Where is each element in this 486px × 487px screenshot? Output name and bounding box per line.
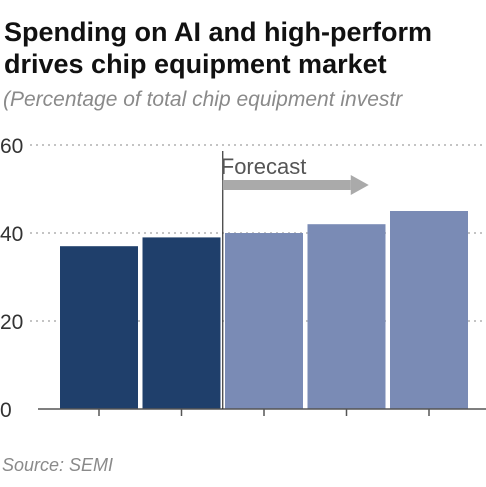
y-tick-label-40: 40 <box>0 223 23 246</box>
bar-1 <box>142 237 221 409</box>
source-note: Source: SEMI <box>2 455 114 475</box>
y-tick-label-60: 60 <box>0 135 23 158</box>
bar-2 <box>225 233 303 409</box>
bar-3 <box>307 224 386 409</box>
forecast-label: Forecast <box>221 154 307 179</box>
chart-title: Spending on AI and high-perform drives c… <box>4 16 486 80</box>
bar-chart: 02040602023'24'25'26'27 Forecast <box>0 135 486 420</box>
y-tick-label-0: 0 <box>0 399 12 420</box>
bars <box>60 211 468 409</box>
forecast-arrow-shaft <box>222 180 351 190</box>
chart-title-line-2: drives chip equipment market <box>4 49 387 79</box>
axis-labels: 02040602023'24'25'26'27 <box>0 135 23 420</box>
bar-4 <box>390 211 468 409</box>
chart-subtitle: (Percentage of total chip equipment inve… <box>3 88 403 111</box>
forecast-annotation: Forecast <box>221 151 369 409</box>
y-tick-label-20: 20 <box>0 311 23 334</box>
x-axis <box>38 408 486 416</box>
forecast-arrow-icon <box>350 175 369 195</box>
chart-title-line-1: Spending on AI and high-perform <box>4 17 432 47</box>
bar-0 <box>60 246 138 409</box>
